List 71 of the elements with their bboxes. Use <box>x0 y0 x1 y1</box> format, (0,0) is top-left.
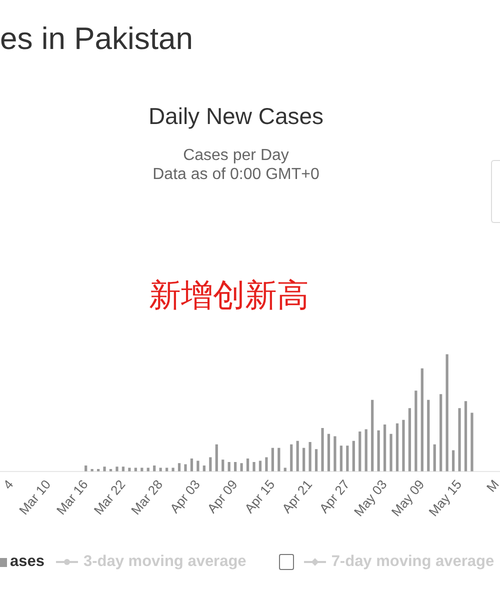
text: Data as of 0:00 GMT+0 <box>152 166 320 184</box>
bar <box>358 432 362 472</box>
x-tick-label: Mar 16 <box>53 476 91 518</box>
x-tick-label: Mar 28 <box>128 476 166 518</box>
bar <box>84 465 88 472</box>
bar <box>196 460 200 472</box>
bar <box>402 420 405 472</box>
bar <box>302 448 306 472</box>
x-tick-label: Apr 03 <box>166 476 203 516</box>
text: es in Pakistan <box>0 21 193 57</box>
bar <box>222 460 224 472</box>
x-tick-label: Apr 09 <box>204 476 240 516</box>
x-tick-label: M <box>483 476 500 495</box>
bar <box>464 401 468 472</box>
bar <box>296 440 299 472</box>
bar <box>446 354 448 472</box>
bar <box>278 448 280 472</box>
bar <box>265 457 268 472</box>
bar <box>153 465 156 472</box>
legend-label: ases <box>10 553 44 571</box>
bar <box>452 450 455 472</box>
bar <box>364 429 368 472</box>
bar <box>377 430 380 472</box>
bar <box>427 400 430 472</box>
bar <box>103 466 106 472</box>
bar <box>190 458 194 472</box>
bar <box>215 444 218 472</box>
bar <box>240 463 243 472</box>
bar <box>396 423 399 472</box>
bar <box>352 440 355 472</box>
bar <box>321 428 324 472</box>
bar <box>172 468 174 472</box>
x-tick-label: Apr 27 <box>316 476 352 516</box>
bar <box>408 408 412 472</box>
text: 新增创新高 <box>148 276 310 314</box>
bar <box>314 449 318 472</box>
bar <box>290 444 293 472</box>
bar <box>420 368 424 472</box>
x-tick-label: Apr 21 <box>278 476 316 516</box>
bar <box>116 466 118 472</box>
bar <box>440 394 442 472</box>
bar <box>340 446 342 472</box>
chart-title: Daily New Cases <box>147 103 325 130</box>
bar <box>433 444 436 472</box>
bar <box>383 424 386 472</box>
bar <box>246 458 250 472</box>
bar <box>271 448 274 472</box>
chart-subtitle: Cases per Day <box>182 147 290 166</box>
bar <box>209 457 212 472</box>
x-tick-label: Apr 15 <box>242 476 278 516</box>
bar <box>184 464 187 472</box>
bar <box>252 462 256 472</box>
bar <box>258 460 262 472</box>
bar <box>346 446 349 472</box>
bar <box>470 412 474 472</box>
bar <box>327 434 330 472</box>
bar <box>228 462 230 472</box>
bar <box>371 400 374 472</box>
bar <box>414 390 418 472</box>
bar <box>128 468 131 472</box>
bar <box>122 466 125 472</box>
bar <box>234 462 237 472</box>
bar <box>178 463 181 472</box>
bar <box>308 442 312 472</box>
bar <box>390 434 392 472</box>
x-tick-label: Mar 10 <box>16 476 54 518</box>
bar <box>334 436 336 472</box>
x-tick-label: 4 <box>0 476 16 492</box>
bar <box>202 465 206 472</box>
x-tick-label: Mar 22 <box>90 476 128 518</box>
bar <box>458 408 461 472</box>
